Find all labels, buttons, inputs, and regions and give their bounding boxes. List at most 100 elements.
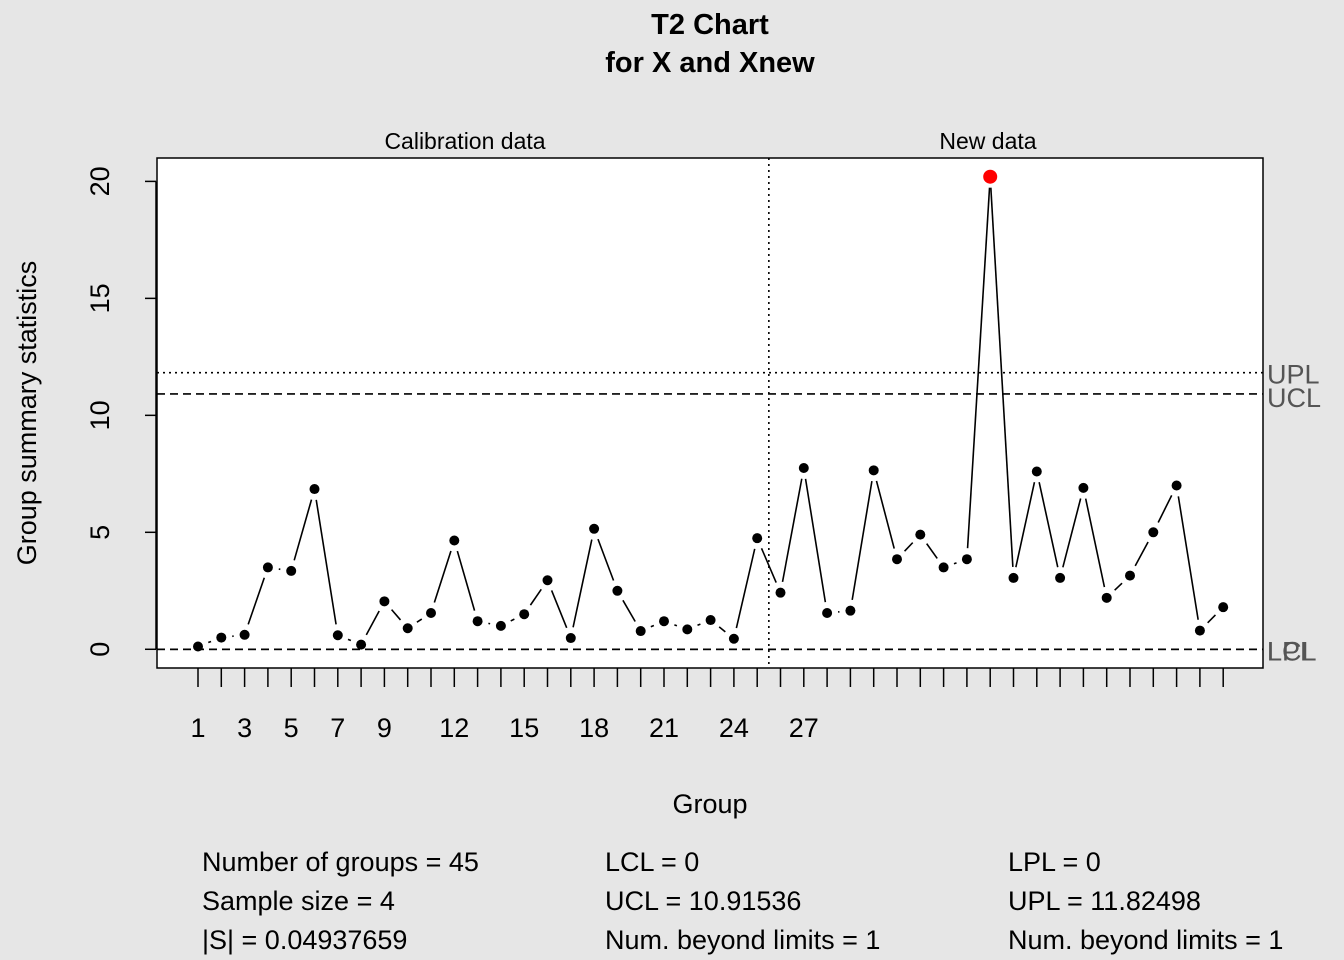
x-tick-label: 5 — [284, 713, 299, 743]
series-segment — [650, 624, 655, 628]
data-point — [635, 626, 646, 637]
series-segment — [1134, 541, 1149, 567]
section-label-calibration: Calibration data — [384, 128, 545, 154]
data-point — [1055, 572, 1066, 583]
data-point — [938, 562, 949, 573]
data-point — [705, 615, 716, 626]
series-segment — [735, 548, 756, 629]
series-segment — [597, 538, 615, 581]
stat-lcl: LCL = 0 — [605, 847, 700, 877]
data-point — [892, 554, 902, 565]
series-segment — [953, 562, 957, 565]
stat-ucl: UCL = 10.91536 — [605, 886, 802, 916]
stat-sample-size: Sample size = 4 — [202, 886, 395, 916]
limit-label-upl: UPL — [1267, 360, 1320, 390]
series-segment — [851, 481, 873, 600]
data-point — [1101, 592, 1112, 603]
data-point — [216, 632, 227, 643]
x-tick-label: 3 — [237, 713, 252, 743]
data-point — [822, 608, 833, 619]
data-point — [402, 623, 413, 634]
limit-label-ucl: UCL — [1267, 383, 1321, 413]
series-segment — [529, 588, 542, 606]
data-point — [495, 620, 506, 631]
x-tick-label: 24 — [719, 713, 749, 743]
series-segment — [572, 539, 593, 628]
data-point — [775, 587, 786, 598]
series-segment — [804, 478, 827, 603]
data-point — [845, 605, 856, 616]
y-tick-label: 5 — [85, 525, 115, 540]
series-segment — [718, 626, 726, 633]
series-segment — [674, 624, 678, 627]
data-point — [379, 596, 390, 607]
x-tick-label: 9 — [377, 713, 392, 743]
series-segment — [347, 638, 352, 642]
series-segment — [966, 187, 991, 549]
x-tick-label: 15 — [509, 713, 539, 743]
series-segment — [1015, 482, 1036, 568]
series-segment — [760, 547, 777, 583]
data-point — [659, 616, 669, 627]
y-tick-label: 15 — [85, 283, 115, 313]
stats-column-prediction-limits: LPL = 0 UPL = 11.82498 Num. beyond limit… — [1008, 843, 1283, 960]
y-axis-label: Group summary statistics — [12, 261, 42, 566]
data-point — [286, 565, 297, 576]
series-segment — [315, 499, 337, 625]
chart-subtitle: for X and Xnew — [605, 47, 815, 79]
limit-label-lcl: LCL — [1267, 636, 1317, 666]
data-point — [426, 608, 436, 619]
stats-column-control-limits: LCL = 0 UCL = 10.91536 Num. beyond limit… — [605, 843, 880, 960]
chart-title: T2 Chart — [651, 9, 769, 41]
series-segment — [365, 610, 380, 636]
series-segment — [622, 599, 636, 622]
data-point — [262, 562, 273, 573]
stat-beyond-limits-prediction: Num. beyond limits = 1 — [1008, 925, 1284, 955]
series-segment — [903, 542, 914, 552]
data-point — [332, 630, 343, 641]
series-segment — [1157, 495, 1173, 523]
series-segment — [1062, 498, 1082, 568]
data-point — [1171, 480, 1182, 491]
section-label-new: New data — [939, 128, 1036, 154]
data-point-beyond-limits — [983, 169, 998, 184]
data-point — [565, 633, 576, 644]
data-point — [1194, 625, 1205, 636]
stats-column-groups: Number of groups = 45 Sample size = 4 |S… — [202, 843, 479, 960]
series-segment — [416, 618, 423, 623]
x-axis-label: Group — [672, 789, 747, 819]
stat-number-of-groups: Number of groups = 45 — [202, 847, 479, 877]
data-point — [1148, 527, 1159, 538]
data-point — [961, 554, 972, 565]
series-segment — [1207, 614, 1217, 624]
series-segment — [697, 623, 701, 627]
series-segment — [433, 550, 452, 603]
data-point — [1218, 602, 1229, 613]
limit-label-lpl: LPL — [1267, 636, 1315, 666]
data-point — [356, 639, 367, 650]
data-point — [868, 465, 879, 476]
plot-area — [156, 157, 1264, 669]
data-point — [1125, 570, 1135, 581]
series-segment — [247, 577, 266, 625]
series-segment — [390, 609, 402, 621]
data-point — [915, 529, 926, 540]
data-point — [542, 575, 553, 586]
data-point — [682, 624, 693, 635]
series-segment — [926, 543, 938, 559]
data-point — [449, 535, 460, 546]
data-point — [1008, 572, 1019, 583]
y-tick-label: 10 — [85, 400, 115, 430]
x-tick-label: 21 — [649, 713, 679, 743]
series-segment — [1084, 498, 1106, 588]
x-tick-label: 7 — [330, 713, 345, 743]
series-segment — [510, 618, 515, 622]
data-point — [798, 462, 809, 473]
data-point — [519, 609, 530, 620]
y-tick-label: 0 — [85, 642, 115, 657]
x-tick-label: 12 — [439, 713, 469, 743]
series-segment — [1038, 482, 1059, 568]
series-segment — [875, 480, 895, 549]
series-segment — [293, 499, 313, 561]
data-point — [193, 641, 203, 652]
